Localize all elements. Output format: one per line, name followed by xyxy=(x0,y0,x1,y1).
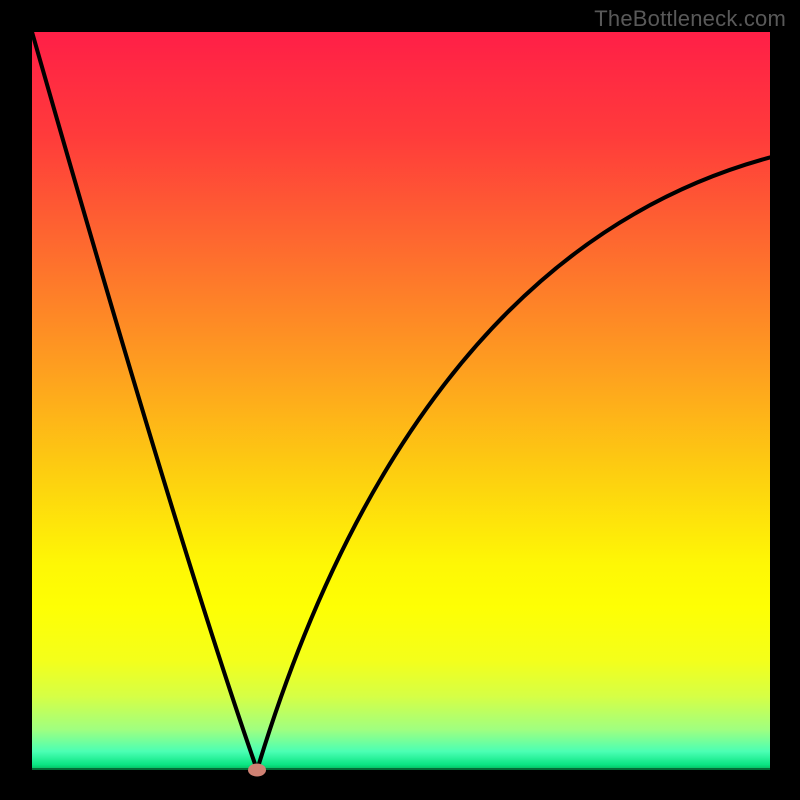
minimum-marker xyxy=(248,764,266,777)
plot-area xyxy=(32,32,770,770)
watermark-text: TheBottleneck.com xyxy=(594,6,786,32)
curve-right-branch xyxy=(257,157,770,770)
bottleneck-curve xyxy=(32,32,770,770)
curve-left-branch xyxy=(32,32,257,770)
chart-container: TheBottleneck.com xyxy=(0,0,800,800)
